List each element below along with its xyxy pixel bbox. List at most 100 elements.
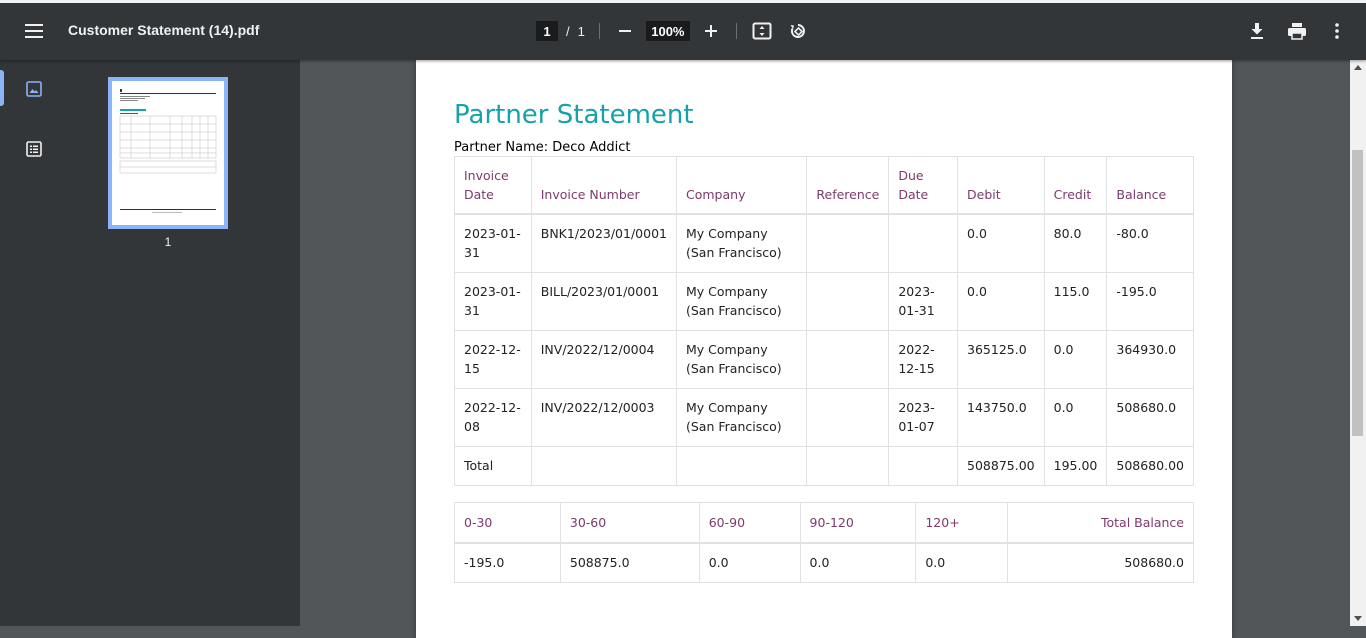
- cell-balance: 364930.0: [1106, 329, 1194, 389]
- aging-120-plus: 0.0: [915, 542, 1009, 583]
- print-icon[interactable]: [1286, 20, 1308, 42]
- document-title: Customer Statement (14).pdf: [68, 22, 260, 38]
- pdf-toolbar: Customer Statement (14).pdf / 1: [0, 0, 1366, 60]
- aging-total-balance: 508680.0: [1007, 542, 1194, 583]
- cell-credit: 0.0: [1043, 387, 1108, 447]
- image-icon[interactable]: [22, 77, 46, 101]
- divider: [598, 23, 600, 39]
- rotate-icon[interactable]: [787, 20, 809, 42]
- aging-30-60: 508875.0: [559, 542, 700, 583]
- cell-due-date: 2022-12-15: [888, 329, 959, 389]
- cell-due-date: [888, 213, 959, 273]
- fit-to-page-icon[interactable]: [751, 20, 773, 42]
- header-balance: Balance: [1106, 156, 1194, 215]
- total-debit: 508875.00: [957, 445, 1045, 486]
- cell-invoice-number: INV/2022/12/0003: [530, 387, 678, 447]
- cell-debit: 143750.0: [957, 387, 1045, 447]
- aging-60-90: 0.0: [698, 542, 801, 583]
- right-toolbar: [1246, 20, 1348, 42]
- cell-credit: 80.0: [1043, 213, 1108, 273]
- cell-debit: 365125.0: [957, 329, 1045, 389]
- top-edge: [0, 0, 1366, 3]
- scrollbar-thumb[interactable]: [1352, 150, 1363, 436]
- header-120-plus: 120+: [915, 502, 1009, 544]
- total-label: Total: [454, 445, 532, 486]
- cell-invoice-date: 2022-12-08: [454, 387, 532, 447]
- zoom-input[interactable]: [645, 21, 690, 41]
- table-header-row: Invoice Date Invoice Number Company Refe…: [454, 156, 1194, 215]
- statement-title: Partner Statement: [454, 100, 694, 130]
- pdf-page: Partner Statement Partner Name: Deco Add…: [416, 58, 1232, 638]
- cell-due-date: 2023-01-31: [888, 271, 959, 331]
- cell-invoice-number: BILL/2023/01/0001: [530, 271, 678, 331]
- cell-balance: -195.0: [1106, 271, 1194, 331]
- aging-row: -195.0 508875.0 0.0 0.0 0.0 508680.0: [454, 542, 1194, 583]
- total-balance: 508680.00: [1106, 445, 1194, 486]
- header-debit: Debit: [957, 156, 1045, 215]
- header-invoice-date: Invoice Date: [454, 156, 532, 215]
- header-0-30: 0-30: [454, 502, 561, 544]
- hamburger-menu-icon[interactable]: [20, 19, 48, 43]
- cell-due-date: 2023-01-07: [888, 387, 959, 447]
- cell-debit: 0.0: [957, 271, 1045, 331]
- cell-company: My Company (San Francisco): [675, 329, 808, 389]
- cell-credit: 115.0: [1043, 271, 1108, 331]
- table-row: 2023-01-31 BILL/2023/01/0001 My Company …: [454, 271, 1194, 331]
- header-company: Company: [675, 156, 808, 215]
- header-30-60: 30-60: [559, 502, 700, 544]
- page-separator: /: [566, 23, 570, 39]
- header-invoice-number: Invoice Number: [530, 156, 678, 215]
- header-60-90: 60-90: [698, 502, 801, 544]
- header-credit: Credit: [1043, 156, 1108, 215]
- cell-invoice-date: 2023-01-31: [454, 271, 532, 331]
- aging-header-row: 0-30 30-60 60-90 90-120 120+ Total Balan…: [454, 502, 1194, 544]
- partner-name: Partner Name: Deco Addict: [454, 140, 631, 155]
- cell-invoice-date: 2022-12-15: [454, 329, 532, 389]
- aging-90-120: 0.0: [799, 542, 917, 583]
- cell-balance: 508680.0: [1106, 387, 1194, 447]
- total-empty: [675, 445, 808, 486]
- table-row: 2022-12-08 INV/2022/12/0003 My Company (…: [454, 387, 1194, 447]
- header-90-120: 90-120: [799, 502, 917, 544]
- header-due-date: Due Date: [888, 156, 959, 215]
- list-icon[interactable]: [22, 137, 46, 161]
- total-credit: 195.00: [1043, 445, 1108, 486]
- cell-balance: -80.0: [1106, 213, 1194, 273]
- cell-company: My Company (San Francisco): [675, 213, 808, 273]
- cell-credit: 0.0: [1043, 329, 1108, 389]
- cell-company: My Company (San Francisco): [675, 271, 808, 331]
- plus-icon[interactable]: [700, 20, 722, 42]
- page-thumbnail[interactable]: [108, 77, 228, 229]
- cell-reference: [806, 387, 890, 447]
- minus-icon[interactable]: [614, 20, 636, 42]
- page-zoom-controls: / 1: [536, 20, 809, 42]
- cell-invoice-number: INV/2022/12/0004: [530, 329, 678, 389]
- scroll-down-arrow-icon[interactable]: [1354, 616, 1362, 621]
- page-total: 1: [577, 23, 585, 39]
- total-empty: [806, 445, 890, 486]
- pdf-viewer-area[interactable]: Partner Statement Partner Name: Deco Add…: [300, 58, 1366, 638]
- aging-0-30: -195.0: [454, 542, 561, 583]
- total-empty: [888, 445, 959, 486]
- scroll-up-arrow-icon[interactable]: [1354, 65, 1362, 70]
- cell-company: My Company (San Francisco): [675, 387, 808, 447]
- download-icon[interactable]: [1246, 20, 1268, 42]
- active-indicator: [0, 70, 4, 106]
- thumbnail-page-number: 1: [164, 235, 172, 249]
- cell-reference: [806, 271, 890, 331]
- header-reference: Reference: [806, 156, 890, 215]
- cell-invoice-number: BNK1/2023/01/0001: [530, 213, 678, 273]
- table-row: 2023-01-31 BNK1/2023/01/0001 My Company …: [454, 213, 1194, 273]
- more-vert-icon[interactable]: [1326, 20, 1348, 42]
- cell-invoice-date: 2023-01-31: [454, 213, 532, 273]
- header-total-balance: Total Balance: [1007, 502, 1194, 544]
- table-row: 2022-12-15 INV/2022/12/0004 My Company (…: [454, 329, 1194, 389]
- aging-table: 0-30 30-60 60-90 90-120 120+ Total Balan…: [454, 502, 1194, 583]
- invoice-table: Invoice Date Invoice Number Company Refe…: [454, 156, 1194, 486]
- cell-reference: [806, 213, 890, 273]
- total-empty: [530, 445, 678, 486]
- total-row: Total 508875.00 195.00 508680.00: [454, 445, 1194, 486]
- cell-reference: [806, 329, 890, 389]
- cell-debit: 0.0: [957, 213, 1045, 273]
- page-number-input[interactable]: [536, 21, 558, 41]
